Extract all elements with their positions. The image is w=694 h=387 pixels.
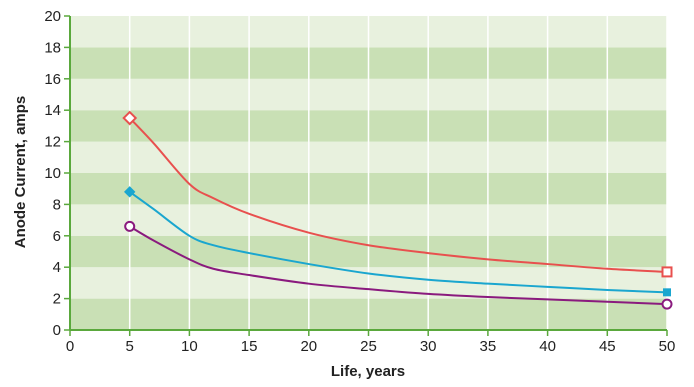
x-tick-label: 50 [659, 338, 676, 355]
x-tick-label: 15 [241, 338, 258, 355]
x-tick-label: 10 [181, 338, 198, 355]
y-tick-label: 18 [44, 39, 61, 56]
y-tick-label: 16 [44, 71, 61, 88]
y-axis-label: Anode Current, amps [12, 96, 29, 249]
end-marker [661, 266, 673, 278]
start-marker [122, 110, 138, 126]
x-tick-label: 30 [420, 338, 437, 355]
y-tick-label: 8 [53, 196, 61, 213]
x-tick-label: 5 [126, 338, 134, 355]
y-tick-label: 10 [44, 165, 61, 182]
y-axis-tick-labels: 0 2 4 6 8 10 12 14 16 18 20 [44, 8, 61, 339]
series-line [129, 225, 668, 306]
data-series [122, 110, 673, 310]
y-tick-label: 4 [53, 259, 61, 276]
start-marker [123, 186, 136, 198]
x-tick-label: 20 [300, 338, 317, 355]
end-marker [663, 288, 671, 297]
y-tick-label: 12 [44, 134, 61, 151]
x-axis-label: Life, years [331, 363, 405, 380]
gridlines [128, 16, 668, 330]
y-tick-label: 6 [53, 228, 61, 245]
x-tick-label: 40 [539, 338, 556, 355]
x-axis-tick-labels: 0 5 10 15 20 25 30 35 40 45 50 [66, 338, 676, 355]
x-tick-label: 0 [66, 338, 74, 355]
series-1 [122, 110, 673, 278]
x-tick-label: 25 [360, 338, 377, 355]
axes [64, 15, 668, 336]
y-tick-label: 14 [44, 102, 61, 119]
series-line [129, 191, 668, 294]
series-line [128, 117, 668, 273]
y-tick-label: 0 [53, 322, 61, 339]
end-marker [661, 298, 673, 310]
series-2 [123, 186, 671, 297]
y-tick-label: 2 [53, 291, 61, 308]
y-tick-label: 20 [44, 8, 61, 25]
series-3 [124, 220, 673, 310]
x-tick-label: 35 [480, 338, 497, 355]
start-marker [124, 220, 136, 232]
x-tick-label: 45 [599, 338, 616, 355]
